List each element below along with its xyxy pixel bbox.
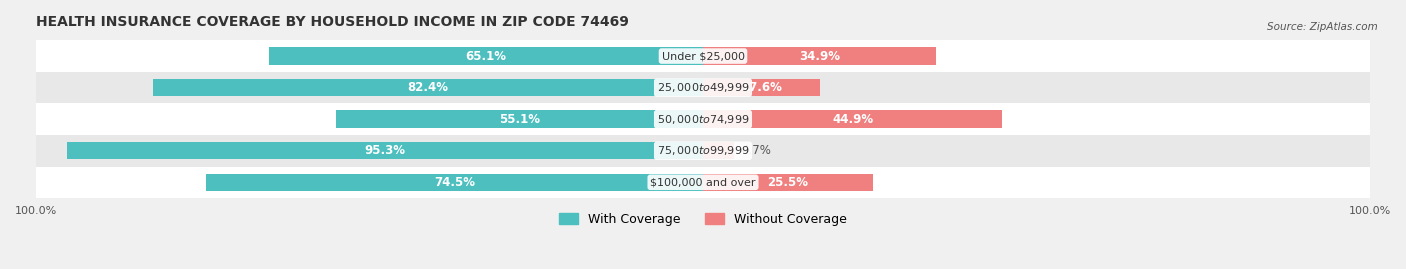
Bar bbox=[67, 142, 703, 160]
Text: 65.1%: 65.1% bbox=[465, 49, 506, 63]
Bar bbox=[703, 111, 1002, 128]
Bar bbox=[269, 47, 703, 65]
Bar bbox=[37, 40, 1369, 72]
Text: 44.9%: 44.9% bbox=[832, 113, 873, 126]
Text: $100,000 and over: $100,000 and over bbox=[650, 177, 756, 187]
Text: 4.7%: 4.7% bbox=[741, 144, 770, 157]
Bar bbox=[37, 103, 1369, 135]
Text: $75,000 to $99,999: $75,000 to $99,999 bbox=[657, 144, 749, 157]
Text: HEALTH INSURANCE COVERAGE BY HOUSEHOLD INCOME IN ZIP CODE 74469: HEALTH INSURANCE COVERAGE BY HOUSEHOLD I… bbox=[37, 15, 628, 29]
Text: $25,000 to $49,999: $25,000 to $49,999 bbox=[657, 81, 749, 94]
Text: 34.9%: 34.9% bbox=[799, 49, 839, 63]
Text: 95.3%: 95.3% bbox=[364, 144, 406, 157]
Text: Source: ZipAtlas.com: Source: ZipAtlas.com bbox=[1267, 22, 1378, 31]
Bar bbox=[703, 174, 873, 191]
Bar bbox=[703, 47, 936, 65]
Legend: With Coverage, Without Coverage: With Coverage, Without Coverage bbox=[554, 208, 852, 231]
Bar bbox=[153, 79, 703, 96]
Bar bbox=[37, 135, 1369, 167]
Text: 55.1%: 55.1% bbox=[499, 113, 540, 126]
Text: 25.5%: 25.5% bbox=[768, 176, 808, 189]
Bar bbox=[37, 72, 1369, 103]
Bar bbox=[37, 167, 1369, 198]
Bar bbox=[703, 142, 734, 160]
Bar bbox=[703, 79, 820, 96]
Text: 82.4%: 82.4% bbox=[408, 81, 449, 94]
Bar bbox=[207, 174, 703, 191]
Bar bbox=[336, 111, 703, 128]
Text: 74.5%: 74.5% bbox=[434, 176, 475, 189]
Text: 17.6%: 17.6% bbox=[741, 81, 782, 94]
Text: Under $25,000: Under $25,000 bbox=[661, 51, 745, 61]
Text: $50,000 to $74,999: $50,000 to $74,999 bbox=[657, 113, 749, 126]
